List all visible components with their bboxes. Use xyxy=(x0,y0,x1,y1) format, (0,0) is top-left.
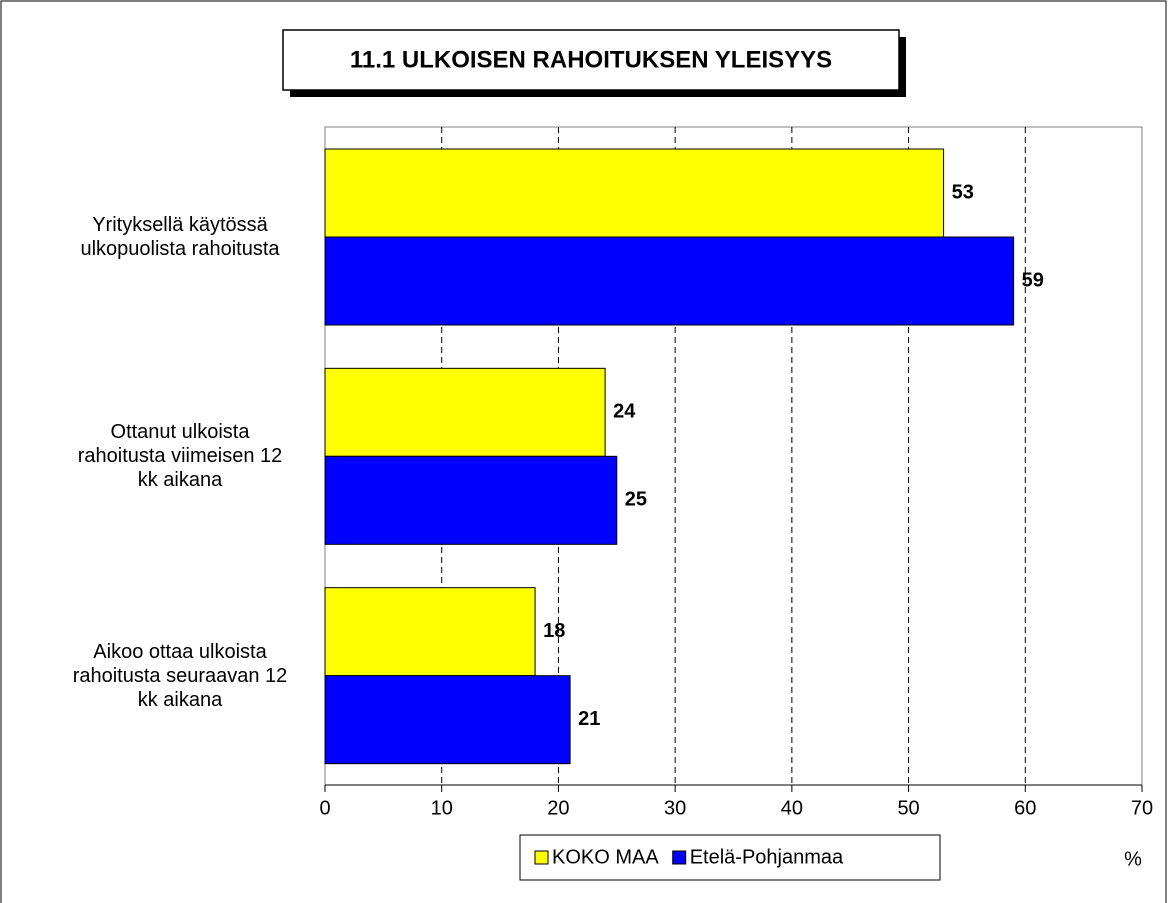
data-label: 24 xyxy=(613,401,636,423)
legend-label: KOKO MAA xyxy=(552,846,659,868)
legend-box xyxy=(519,834,941,881)
bar xyxy=(324,148,945,238)
data-label: 21 xyxy=(578,708,600,730)
x-tick-label: 40 xyxy=(781,797,803,819)
x-tick-label: 20 xyxy=(547,797,569,819)
category-label: Ottanut ulkoista rahoitusta viimeisen 12… xyxy=(77,421,283,492)
x-axis-label: % xyxy=(1124,848,1142,870)
category-label: Aikoo ottaa ulkoista rahoitusta seuraava… xyxy=(72,640,288,711)
x-tick-label: 50 xyxy=(897,797,919,819)
data-label: 59 xyxy=(1022,269,1044,291)
x-tick-label: 10 xyxy=(431,797,453,819)
bar xyxy=(324,587,536,677)
data-label: 53 xyxy=(952,181,974,203)
bar xyxy=(324,675,571,765)
x-tick-label: 0 xyxy=(319,797,330,819)
bar xyxy=(324,455,618,545)
data-label: 18 xyxy=(543,620,565,642)
x-tick-label: 60 xyxy=(1014,797,1036,819)
chart-title: 11.1 ULKOISEN RAHOITUKSEN YLEISYYS xyxy=(350,46,832,73)
x-tick-label: 70 xyxy=(1131,797,1153,819)
title-box xyxy=(282,29,900,91)
bar xyxy=(324,367,606,457)
x-tick-label: 30 xyxy=(664,797,686,819)
bar xyxy=(324,236,1015,326)
data-label: 25 xyxy=(625,489,647,511)
legend-swatch xyxy=(534,850,549,865)
legend-label: Etelä-Pohjanmaa xyxy=(690,846,844,868)
legend-swatch xyxy=(672,850,687,865)
category-label: Yrityksellä käytössä ulkopuolista rahoit… xyxy=(80,214,280,260)
